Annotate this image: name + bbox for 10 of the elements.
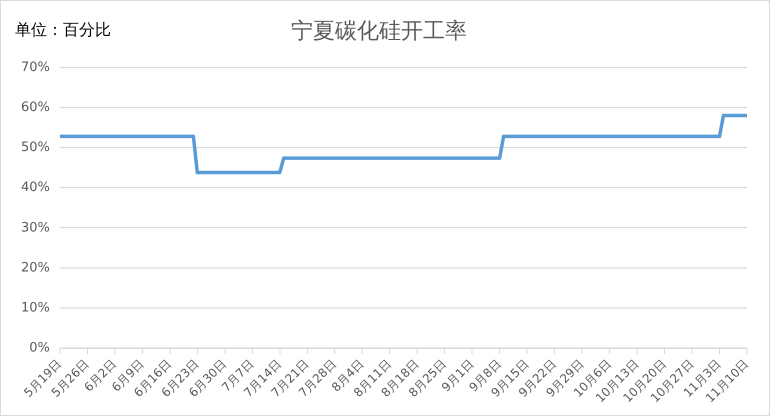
y-tick-label: 20% <box>20 260 50 276</box>
y-tick-label: 0% <box>29 340 50 356</box>
y-tick-label: 10% <box>20 300 50 316</box>
chart-title: 宁夏碳化硅开工率 <box>291 18 467 44</box>
y-tick-label: 50% <box>20 140 50 156</box>
text: 单位：百分比 <box>15 20 111 40</box>
y-tick-label: 40% <box>20 180 50 196</box>
y-tick-label: 30% <box>20 220 50 236</box>
y-tick-label: 70% <box>20 60 50 75</box>
y-tick-label: 60% <box>20 100 50 115</box>
